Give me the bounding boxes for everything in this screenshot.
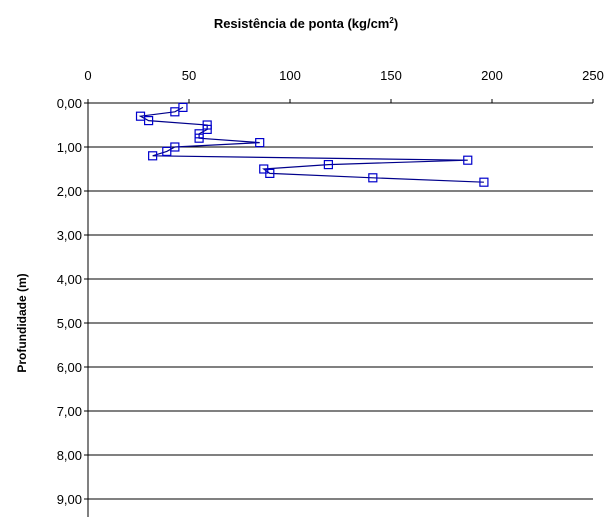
y-tick-labels: 0,00 1,00 2,00 3,00 4,00 5,00 6,00 7,00 8,00 9,00 <box>57 96 82 507</box>
series-line <box>138 106 484 183</box>
chart-title: Resistência de ponta (kg/cm2) <box>214 16 398 31</box>
gridlines <box>88 146 593 500</box>
x-tick-label: 50 <box>182 68 196 83</box>
data-point <box>162 146 172 156</box>
y-axis-label: Profundidade (m) <box>15 273 29 372</box>
y-tick-label: 1,00 <box>57 140 82 155</box>
x-tick-label: 200 <box>481 68 503 83</box>
y-tick-label: 7,00 <box>57 404 82 419</box>
y-tick-label: 4,00 <box>57 272 82 287</box>
x-tick-label: 150 <box>380 68 402 83</box>
data-series <box>135 102 489 187</box>
data-point <box>323 160 333 170</box>
y-tick-label: 9,00 <box>57 492 82 507</box>
data-point <box>148 151 158 161</box>
data-point <box>170 107 180 117</box>
data-point <box>479 177 489 187</box>
y-tick-label: 3,00 <box>57 228 82 243</box>
data-point <box>255 138 265 148</box>
x-tick-label: 100 <box>279 68 301 83</box>
x-tick-label: 0 <box>84 68 91 83</box>
y-tick-label: 6,00 <box>57 360 82 375</box>
y-tick-label: 8,00 <box>57 448 82 463</box>
y-tick-label: 5,00 <box>57 316 82 331</box>
data-point <box>265 168 275 178</box>
x-tick-labels: 0 50 100 150 200 250 <box>84 68 603 83</box>
data-point <box>144 115 154 126</box>
data-point <box>368 173 378 183</box>
y-tick-label: 2,00 <box>57 184 82 199</box>
y-tick-label: 0,00 <box>57 96 82 111</box>
data-point <box>463 155 473 165</box>
data-point <box>194 133 204 143</box>
x-tick-label: 250 <box>582 68 604 83</box>
axes <box>84 99 594 517</box>
